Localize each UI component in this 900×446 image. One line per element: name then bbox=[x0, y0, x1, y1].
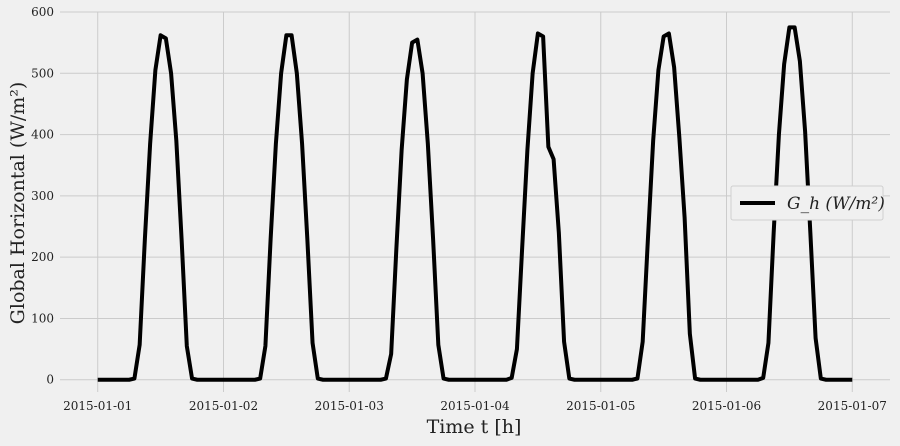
legend-box bbox=[730, 185, 884, 221]
y-tick-label: 300 bbox=[31, 189, 54, 203]
series-layer bbox=[97, 25, 853, 382]
legend: G_h (W/m²) bbox=[730, 185, 885, 221]
x-tick-label: 2015-01-03 bbox=[315, 399, 384, 413]
x-axis-ticks: 2015-01-01 2015-01-02 2015-01-03 2015-01-04… bbox=[63, 399, 887, 413]
x-tick-label: 2015-01-07 bbox=[818, 399, 887, 413]
y-tick-label: 100 bbox=[31, 311, 54, 325]
series-line bbox=[97, 25, 853, 382]
y-axis-label: Global Horizontal (W/m²) bbox=[7, 82, 29, 325]
x-tick-label: 2015-01-01 bbox=[63, 399, 132, 413]
y-tick-label: 600 bbox=[31, 5, 54, 19]
legend-label: G_h (W/m²) bbox=[787, 194, 885, 214]
y-tick-label: 400 bbox=[31, 128, 54, 142]
y-tick-label: 500 bbox=[31, 66, 54, 80]
x-tick-label: 2015-01-02 bbox=[189, 399, 258, 413]
x-axis-label: Time t [h] bbox=[427, 416, 522, 438]
x-tick-label: 2015-01-04 bbox=[440, 399, 510, 413]
x-tick-label: 2015-01-05 bbox=[566, 399, 635, 413]
y-tick-label: 0 bbox=[46, 373, 54, 387]
x-tick-label: 2015-01-06 bbox=[692, 399, 761, 413]
y-axis-ticks: 0 100 200 300 400 500 600 bbox=[31, 5, 54, 387]
y-tick-label: 200 bbox=[31, 250, 54, 264]
